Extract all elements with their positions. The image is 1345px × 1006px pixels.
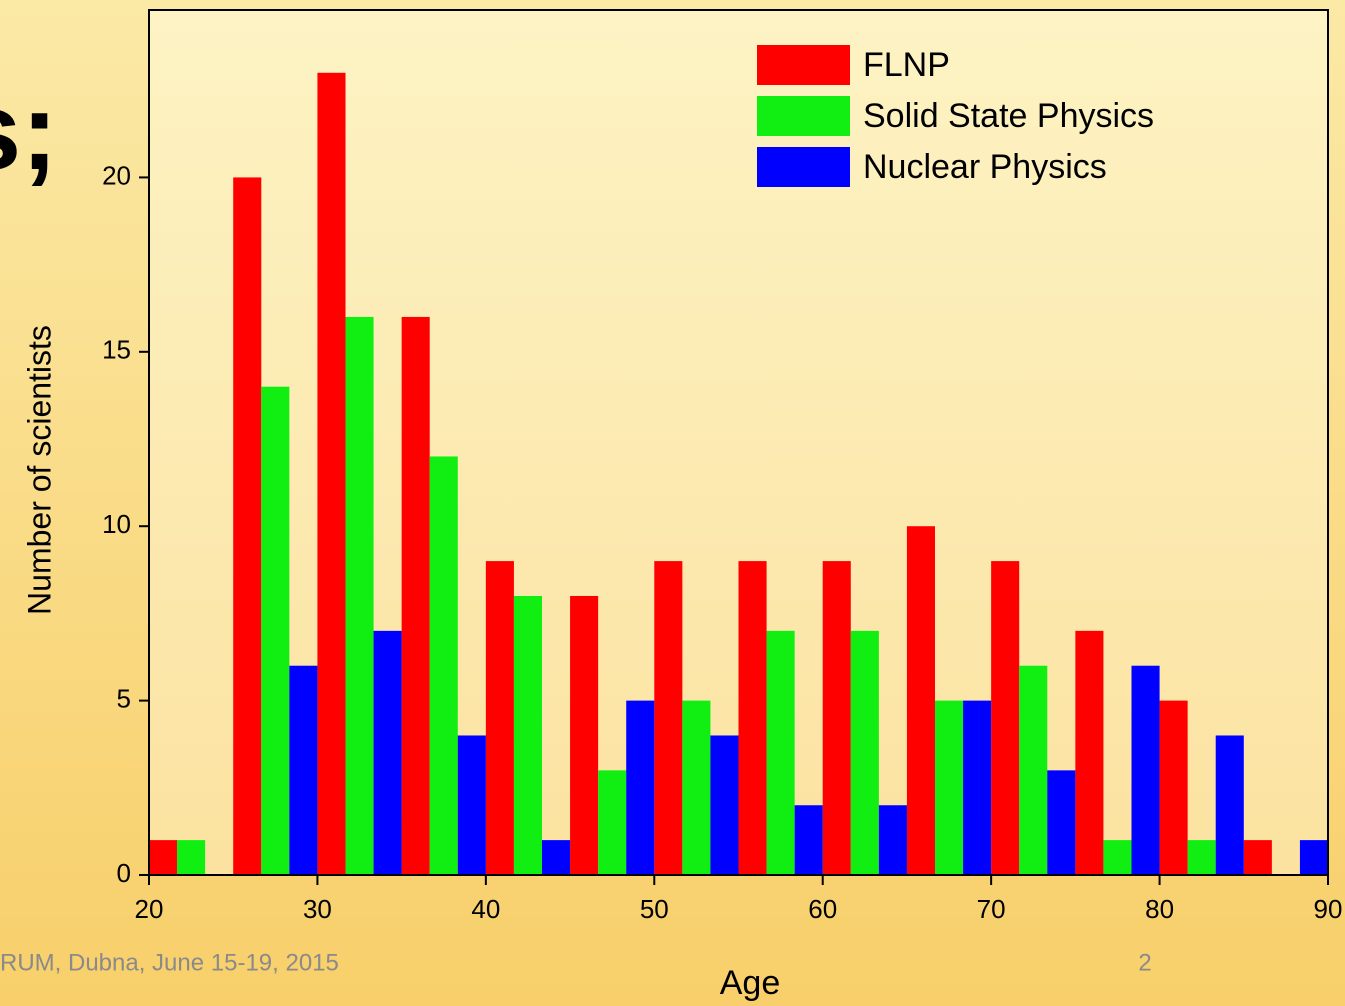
x-tick-label: 50 [640,894,669,924]
bar [373,630,402,875]
bar [1103,840,1132,875]
page-number: 2 [1138,949,1151,976]
y-tick-label: 15 [102,335,131,365]
x-tick-label: 90 [1314,894,1343,924]
bar [822,561,851,875]
bar [457,735,486,875]
bar [1131,665,1160,875]
bar [1019,665,1048,875]
bar [1047,770,1076,875]
bar [289,665,318,875]
bar [1187,840,1216,875]
bar [850,630,879,875]
legend-label: Solid State Physics [863,97,1154,135]
legend: FLNP Solid State Physics Nuclear Physics [757,45,1154,187]
bar [1075,630,1104,875]
x-tick-label: 40 [471,894,500,924]
y-tick-label: 5 [117,683,131,713]
bar [233,177,262,875]
bar [598,770,627,875]
bar [429,456,458,875]
legend-swatch [757,45,850,85]
bar [261,386,290,875]
bar [1299,840,1328,875]
bar [513,595,542,875]
x-tick-label: 80 [1145,894,1174,924]
slide-fragment: s; [0,70,58,193]
x-tick-label: 60 [808,894,837,924]
bar [738,561,767,875]
y-tick-label: 0 [117,858,131,888]
bar [317,72,346,876]
bars [149,72,1328,876]
bar [963,700,992,875]
bar [710,735,739,875]
x-tick-label: 20 [135,894,164,924]
bar [570,595,599,875]
bar [682,700,711,875]
legend-swatch [757,147,850,187]
bar [878,805,907,875]
bar [991,561,1020,875]
bar [401,316,430,875]
bar [626,700,655,875]
y-axis-label: Number of scientists [21,325,57,615]
bar [149,840,178,875]
bar [935,700,964,875]
legend-label: FLNP [863,46,950,84]
x-tick-label: 70 [977,894,1006,924]
bar [654,561,683,875]
bar [542,840,571,875]
x-axis-label: Age [720,964,781,1002]
legend-label: Nuclear Physics [863,148,1107,186]
bar [1159,700,1188,875]
x-tick-label: 30 [303,894,332,924]
bar [1215,735,1244,875]
bar [345,316,374,875]
bar [1243,840,1272,875]
bar [177,840,206,875]
y-tick-label: 10 [102,509,131,539]
ticks: 0 5 10 15 20 20 30 40 50 60 70 80 90 [102,160,1342,924]
bar [906,526,935,875]
footer: RUM, Dubna, June 15-19, 2015 [0,949,339,976]
y-tick-label: 20 [102,160,131,190]
bar [794,805,823,875]
legend-swatch [757,96,850,136]
plot-frame [148,9,1329,876]
bar [766,630,795,875]
bar [485,561,514,875]
